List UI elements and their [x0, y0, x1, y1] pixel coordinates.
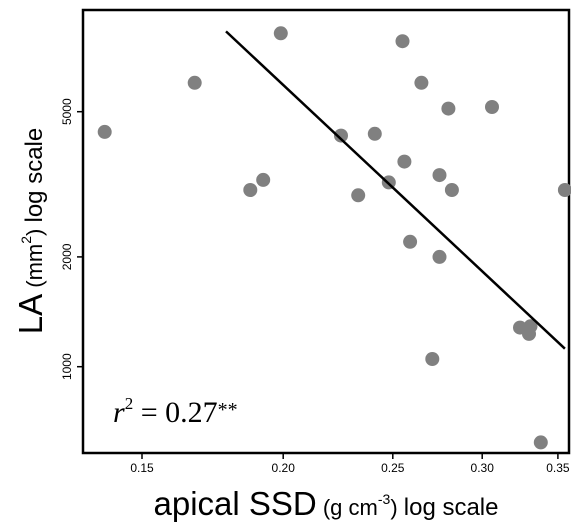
- annotation-eq: = 0.27: [133, 396, 217, 429]
- y-axis-label: LA (mm2) log scale: [12, 128, 49, 334]
- x-tick-label-4: 0.30: [471, 461, 495, 475]
- x-axis-ticks: 0.15 0.20 0.25 0.30 0.35: [130, 453, 570, 475]
- data-point-3: [243, 183, 258, 197]
- x-axis-label: apical SSD (g cm-3) log scale: [153, 485, 498, 522]
- y-axis-label-suffix: log scale: [21, 128, 48, 223]
- data-point-14: [425, 352, 440, 366]
- annotation-exp: 2: [125, 394, 134, 413]
- y-tick-label-2: 2000: [60, 243, 74, 270]
- x-tick-label-5: 0.35: [546, 461, 570, 475]
- data-point-23: [533, 435, 548, 450]
- data-point-4: [256, 172, 271, 187]
- annotation-sig: **: [218, 399, 238, 421]
- points-layer: [97, 26, 571, 450]
- data-point-5: [273, 26, 288, 41]
- y-axis-ticks: 1000 2000 5000: [60, 98, 83, 380]
- data-point-7: [351, 188, 366, 203]
- annotation-var: r: [113, 396, 125, 429]
- data-point-16: [432, 249, 447, 264]
- data-point-15: [432, 168, 447, 183]
- x-axis-label-suffix: log scale: [404, 494, 499, 521]
- data-point-1: [97, 124, 112, 139]
- regression-line: [225, 30, 566, 350]
- plot-frame: [81, 8, 571, 455]
- data-point-22: [523, 319, 538, 334]
- y-axis-label-unit-open: (mm: [22, 244, 47, 288]
- y-tick-label-1: 1000: [60, 353, 74, 380]
- x-axis-label-unit-close: ): [390, 495, 397, 520]
- data-point-12: [403, 234, 418, 249]
- data-point-18: [444, 183, 459, 197]
- y-axis-label-unit-exp: 2: [18, 236, 34, 244]
- y-axis-label-unit-close: ): [22, 229, 47, 236]
- data-point-8: [367, 126, 382, 141]
- x-tick-label-2: 0.20: [272, 461, 296, 475]
- annotation-r-squared: r2 = 0.27**: [113, 394, 238, 429]
- x-tick-label-3: 0.25: [381, 461, 405, 475]
- x-axis-label-main: apical SSD: [153, 485, 316, 522]
- x-axis-label-unit-exp: -3: [378, 491, 391, 507]
- x-tick-label-1: 0.15: [130, 461, 154, 475]
- data-point-13: [414, 75, 429, 90]
- data-point-11: [397, 154, 412, 169]
- y-tick-label-3: 5000: [60, 98, 74, 125]
- data-point-17: [441, 101, 456, 116]
- data-point-24: [557, 183, 571, 197]
- x-axis-label-unit-open: (g cm: [323, 495, 378, 520]
- data-point-19: [485, 100, 499, 114]
- data-point-10: [395, 34, 410, 49]
- data-point-6: [334, 128, 348, 143]
- data-point-2: [187, 75, 202, 90]
- y-axis-label-main: LA: [12, 294, 49, 334]
